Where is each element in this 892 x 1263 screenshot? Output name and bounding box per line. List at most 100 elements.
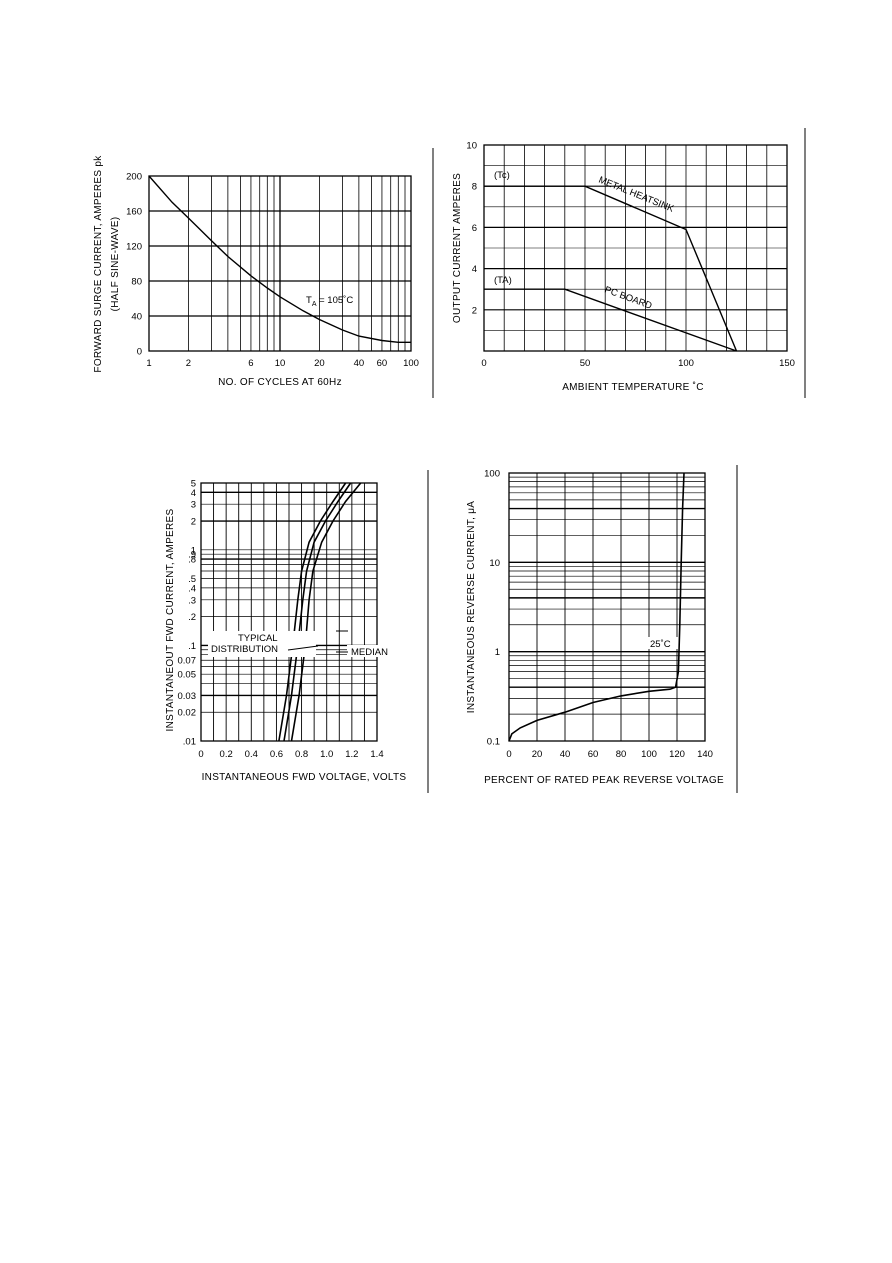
y-tick-label: 80 — [131, 277, 142, 288]
x-tick-label: 0 — [506, 749, 511, 760]
x-axis-label: AMBIENT TEMPERATURE ˚C — [562, 381, 704, 393]
series-line-min — [278, 482, 347, 742]
series-line — [148, 175, 411, 343]
x-tick-labels: 0 50 100 150 — [481, 358, 795, 369]
y-tick-label: 2 — [472, 305, 477, 316]
x-tick-label: 50 — [580, 358, 591, 369]
y-tick-label: 4 — [191, 488, 196, 499]
x-tick-labels: 0 0.2 0.4 0.6 0.8 1.0 1.2 1.4 — [198, 749, 383, 760]
annotation-distribution: DISTRIBUTION — [211, 644, 278, 655]
x-tick-label: 60 — [588, 749, 599, 760]
y-tick-label: 200 — [126, 172, 142, 183]
y-tick-label: 1 — [191, 545, 196, 556]
x-axis-label: PERCENT OF RATED PEAK REVERSE VOLTAGE — [484, 775, 724, 786]
annotation-ta-tail: = 105˚C — [316, 295, 353, 306]
grid — [508, 472, 706, 742]
y-tick-labels: 100 10 1 0.1 — [484, 469, 500, 748]
x-tick-label: 0.6 — [270, 749, 283, 760]
annotation-background — [208, 631, 316, 657]
x-axis-label: INSTANTANEOUS FWD VOLTAGE, VOLTS — [202, 772, 407, 783]
series-line-max — [290, 482, 362, 742]
y-tick-label: 120 — [126, 242, 142, 253]
y-tick-label: .2 — [188, 612, 196, 623]
y-tick-label: .1 — [188, 641, 196, 652]
y-tick-label: 0.02 — [178, 708, 197, 719]
y-tick-labels: 200 160 120 80 40 0 — [126, 172, 142, 358]
y-tick-label: 0.03 — [178, 691, 197, 702]
x-tick-label: 1 — [146, 358, 151, 369]
grid — [200, 482, 378, 742]
plot-frame — [148, 175, 412, 352]
y-tick-label: 10 — [489, 558, 500, 569]
grid — [483, 144, 788, 352]
y-tick-label: .4 — [188, 583, 196, 594]
x-tick-label: 10 — [275, 358, 286, 369]
x-tick-labels: 0 20 40 60 80 100 120 140 — [506, 749, 713, 760]
y-tick-label: 8 — [472, 182, 477, 193]
annotation-ta-sub: A — [312, 301, 317, 308]
x-tick-label: 60 — [377, 358, 388, 369]
y-tick-label: 3 — [191, 500, 196, 511]
y-tick-label: 10 — [466, 141, 477, 152]
x-tick-label: 20 — [314, 358, 325, 369]
x-tick-label: 100 — [678, 358, 694, 369]
y-tick-labels: 543 2 1.9.8 .5.4.3 .2 .1 0.07 0.05 0.03 0.02 .01 — [178, 479, 197, 748]
y-tick-label: 0.05 — [178, 670, 197, 681]
chart-surge-current: 200 160 120 80 40 0 1 2 6 10 20 40 60 100 NO. OF CYC… — [93, 155, 419, 388]
annotation-ta: TA = 105˚C — [306, 295, 353, 308]
x-tick-labels: 1 2 6 10 20 40 60 100 — [146, 358, 419, 369]
chart-reverse-current: 100 10 1 0.1 0 20 40 60 80 100 120 140 PERCENT OF … — [466, 469, 724, 787]
annotation-median: MEDIAN — [351, 647, 388, 658]
x-tick-label: 20 — [532, 749, 543, 760]
y-tick-label: 100 — [484, 469, 500, 480]
y-tick-label: 1 — [495, 647, 500, 658]
y-tick-label: .01 — [183, 737, 196, 748]
x-tick-label: 40 — [560, 749, 571, 760]
series-line — [508, 472, 685, 742]
series-line-metal-heatsink — [484, 185, 738, 352]
y-axis-label: OUTPUT CURRENT AMPERES — [452, 173, 463, 323]
chart-forward-characteristics: 543 2 1.9.8 .5.4.3 .2 .1 0.07 0.05 0.03 0.02 .01 0… — [165, 479, 406, 784]
annotation-typical: TYPICAL — [238, 633, 278, 644]
y-tick-label: .9 — [188, 550, 196, 561]
x-tick-label: 0.8 — [295, 749, 308, 760]
x-axis-label: NO. OF CYCLES AT 60Hz — [218, 377, 342, 388]
x-tick-label: 1.0 — [320, 749, 333, 760]
y-tick-label: 4 — [472, 264, 477, 275]
y-axis-label: INSTANTANEOUT FWD CURRENT, AMPERES — [165, 508, 176, 731]
x-tick-label: 0 — [481, 358, 486, 369]
y-tick-label: 40 — [131, 312, 142, 323]
y-tick-label: 2 — [191, 517, 196, 528]
annotation-background — [648, 637, 678, 649]
y-tick-label: 160 — [126, 207, 142, 218]
y-tick-labels: 10 8 6 4 2 — [466, 141, 477, 317]
y-axis-label-2: (HALF SINE-WAVE) — [110, 217, 121, 312]
plot-frame — [200, 482, 378, 742]
x-tick-label: 0.4 — [245, 749, 258, 760]
y-axis-label: INSTANTANEOUS REVERSE CURRENT, μA — [466, 501, 477, 714]
y-tick-label: .3 — [188, 595, 196, 606]
x-tick-label: 120 — [669, 749, 685, 760]
x-tick-label: 150 — [779, 358, 795, 369]
x-tick-label: 100 — [403, 358, 419, 369]
leader-line-distribution — [287, 645, 319, 651]
x-tick-label: 40 — [354, 358, 365, 369]
annotation-ta-main: T — [306, 295, 312, 306]
y-tick-label: 0 — [137, 347, 142, 358]
y-tick-label: 0.07 — [178, 656, 197, 667]
x-tick-label: 6 — [248, 358, 253, 369]
y-axis-label: FORWARD SURGE CURRENT, AMPERES pk — [93, 155, 104, 373]
x-tick-label: 1.4 — [370, 749, 383, 760]
y-tick-label: .8 — [188, 555, 196, 566]
x-tick-label: 1.2 — [345, 749, 358, 760]
plot-frame — [508, 472, 706, 742]
grid — [148, 175, 412, 352]
y-tick-label: 5 — [191, 479, 196, 490]
series-line-median — [283, 482, 352, 742]
annotation-background-median — [347, 645, 397, 657]
x-tick-label: 2 — [186, 358, 191, 369]
series-line-pc-board — [484, 288, 737, 352]
x-tick-label: 140 — [697, 749, 713, 760]
y-tick-label: 6 — [472, 223, 477, 234]
